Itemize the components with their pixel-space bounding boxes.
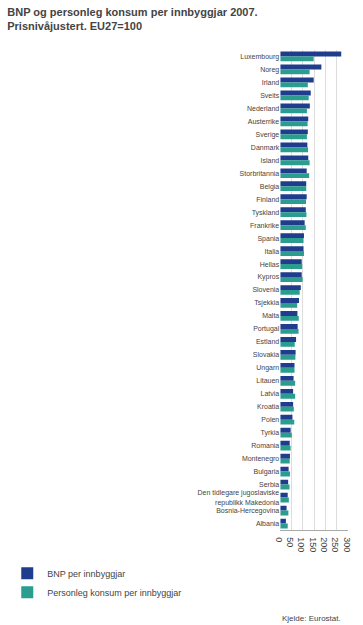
svg-text:Ungarn: Ungarn (256, 364, 279, 372)
svg-text:Romania: Romania (251, 442, 279, 449)
svg-text:Portugal: Portugal (253, 325, 280, 333)
svg-text:BNP per innbyggjar: BNP per innbyggjar (47, 569, 125, 579)
svg-text:250: 250 (330, 537, 340, 552)
svg-text:Sveits: Sveits (260, 92, 280, 99)
svg-text:Estland: Estland (256, 338, 279, 345)
svg-text:Den tidlegare jugoslaviskerepu: Den tidlegare jugoslaviskerepublikk Make… (198, 489, 280, 506)
svg-text:Albania: Albania (256, 520, 279, 527)
svg-text:Italia: Italia (264, 248, 279, 255)
svg-text:Slovenia: Slovenia (252, 286, 279, 293)
svg-text:Bulgaria: Bulgaria (254, 468, 280, 476)
svg-text:Litauen: Litauen (256, 377, 279, 384)
svg-text:Frankrike: Frankrike (250, 222, 279, 229)
svg-text:Sverige: Sverige (256, 131, 280, 139)
svg-text:Polen: Polen (261, 416, 279, 423)
svg-text:Luxembourg: Luxembourg (240, 53, 279, 61)
svg-text:0: 0 (274, 537, 284, 542)
svg-text:150: 150 (308, 537, 318, 552)
svg-text:Island: Island (261, 157, 280, 164)
svg-text:Irland: Irland (262, 79, 280, 86)
svg-text:Tyskland: Tyskland (252, 209, 280, 217)
svg-text:Danmark: Danmark (251, 144, 280, 151)
svg-text:Slovakia: Slovakia (253, 351, 280, 358)
svg-text:Austerrike: Austerrike (248, 118, 280, 125)
svg-text:Personleg konsum per innbyggja: Personleg konsum per innbyggjar (47, 588, 181, 598)
svg-text:Kroatia: Kroatia (257, 403, 279, 410)
svg-text:50: 50 (285, 537, 295, 547)
svg-text:Tyrkia: Tyrkia (261, 429, 280, 437)
svg-text:Kjelde: Eurostat.: Kjelde: Eurostat. (282, 614, 341, 623)
svg-text:Nederland: Nederland (247, 105, 279, 112)
svg-text:Montenegro: Montenegro (242, 455, 279, 463)
svg-text:300: 300 (342, 537, 352, 552)
svg-text:Noreg: Noreg (260, 66, 279, 74)
svg-text:Belgia: Belgia (260, 183, 280, 191)
svg-text:Serbia: Serbia (259, 481, 279, 488)
svg-text:BNP og personleg konsum per in: BNP og personleg konsum per innbyggjar 2… (7, 6, 257, 32)
svg-text:Tsjekkia: Tsjekkia (254, 299, 279, 307)
svg-text:Malta: Malta (262, 312, 279, 319)
svg-text:200: 200 (319, 537, 329, 552)
svg-text:Spania: Spania (257, 235, 279, 243)
svg-text:Finland: Finland (256, 196, 279, 203)
svg-text:Latvia: Latvia (261, 390, 280, 397)
svg-text:Bosnia-Hercegovina: Bosnia-Hercegovina (216, 507, 279, 515)
svg-text:Hellas: Hellas (260, 261, 280, 268)
svg-text:100: 100 (296, 537, 306, 552)
svg-text:Storbritannia: Storbritannia (240, 170, 280, 177)
svg-text:Kypros: Kypros (257, 273, 279, 281)
